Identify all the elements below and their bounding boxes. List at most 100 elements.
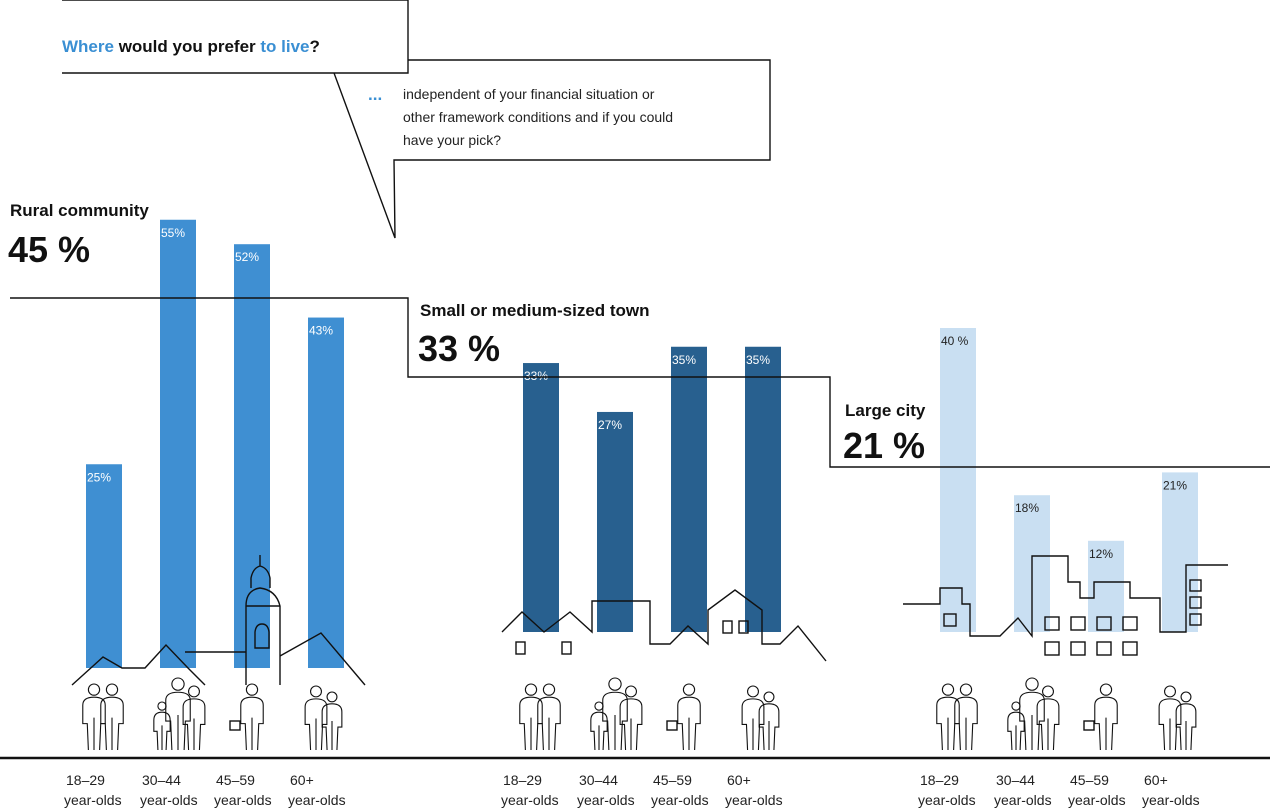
rural-person-4-1: [304, 685, 328, 751]
city-bars: 40 % 18% 12% 21%: [940, 328, 1198, 632]
city-age-range-2: 30–44: [996, 772, 1035, 788]
rural-hills: [71, 632, 366, 686]
city-bar-4: [1162, 472, 1198, 632]
town-person-3-1: [677, 683, 701, 751]
city-category-label: Large city: [845, 401, 926, 420]
city-skyline: [903, 555, 1228, 639]
city-office-window-5: [1044, 641, 1060, 656]
city-age-range-1: 18–29: [920, 772, 959, 788]
town-bar-label-3: 35%: [672, 353, 696, 367]
town-bar-4: [745, 346, 781, 632]
rural-age-range-4: 60+: [290, 772, 314, 788]
city-age-figures-1: [936, 683, 978, 751]
rural-landscape-illustration: [71, 555, 366, 686]
city-person-1-1: [936, 683, 960, 751]
city-age-range-4: 60+: [1144, 772, 1168, 788]
city-person-4-2: [1175, 691, 1197, 751]
city-age-suffix-2: year-olds: [994, 792, 1052, 808]
town-window-3: [722, 620, 733, 634]
rural-age-range-1: 18–29: [66, 772, 105, 788]
rural-person-4-2: [321, 691, 343, 751]
rural-people: [82, 677, 343, 751]
town-age-suffix-4: year-olds: [725, 792, 783, 808]
rural-person-1-1: [82, 683, 106, 751]
question-sub-line-2: other framework conditions and if you co…: [403, 109, 673, 125]
city-person-2-1: [1007, 701, 1025, 751]
town-window-4: [738, 620, 749, 634]
city-age-suffix-1: year-olds: [918, 792, 976, 808]
city-age-range-3: 45–59: [1070, 772, 1109, 788]
town-person-1-1: [519, 683, 543, 751]
town-person-4-2: [758, 691, 780, 751]
city-office-window-2: [1070, 616, 1086, 631]
town-age-figures-4: [741, 685, 780, 751]
town-bar-2: [597, 411, 633, 632]
town-age-figures-2: [590, 677, 643, 751]
rural-age-figures-3: [229, 683, 264, 751]
bars-layer: 25% 55% 52% 43% 33% 27% 35% 35% 40 % 18% 12% 21%: [86, 219, 1198, 668]
town-window-1: [515, 641, 526, 655]
rural-category-label: Rural community: [10, 201, 149, 220]
city-person-4-1: [1158, 685, 1182, 751]
city-bar-label-3: 12%: [1089, 547, 1113, 561]
town-person-1-2: [537, 683, 561, 751]
town-age-suffix-2: year-olds: [577, 792, 635, 808]
city-age-figures-4: [1158, 685, 1197, 751]
rural-bar-label-3: 52%: [235, 250, 259, 264]
rural-person-3-1: [240, 683, 264, 751]
rural-briefcase-icon: [229, 720, 241, 731]
city-bar-label-2: 18%: [1015, 501, 1039, 515]
rural-age-figures-1: [82, 683, 124, 751]
rural-total-percent: 45 %: [8, 229, 90, 270]
question-bubble-outline: [62, 0, 771, 239]
town-bars: 33% 27% 35% 35%: [523, 346, 781, 632]
town-person-2-1: [590, 701, 608, 751]
people-figures: [82, 677, 1197, 751]
town-window-2: [561, 641, 572, 655]
town-bar-1: [523, 363, 559, 632]
rural-age-suffix-1: year-olds: [64, 792, 122, 808]
city-office-windows: [1044, 579, 1202, 656]
city-tower-window-3: [1189, 613, 1202, 626]
rural-age-suffix-3: year-olds: [214, 792, 272, 808]
rural-bar-label-1: 25%: [87, 470, 111, 484]
city-age-labels: 18–29 year-olds 30–44 year-olds 45–59 year-ol…: [918, 772, 1200, 808]
town-person-4-1: [741, 685, 765, 751]
town-total-percent: 33 %: [418, 328, 500, 369]
city-briefcase-icon: [1083, 720, 1095, 731]
city-age-figures-2: [1007, 677, 1060, 751]
city-person-1-2: [954, 683, 978, 751]
rural-age-suffix-4: year-olds: [288, 792, 346, 808]
rural-person-2-2: [165, 677, 191, 751]
rural-age-suffix-2: year-olds: [140, 792, 198, 808]
city-office-window-1: [1044, 616, 1060, 631]
chapel-window: [254, 623, 270, 649]
city-bar-1: [940, 328, 976, 632]
city-office-window-8: [1122, 641, 1138, 656]
rural-bar-2: [160, 219, 196, 668]
question-sub-line-3: have your pick?: [403, 132, 501, 148]
town-category-label: Small or medium-sized town: [420, 301, 650, 320]
city-blocks-illustration: [903, 555, 1228, 656]
town-bar-label-1: 33%: [524, 369, 548, 383]
city-bar-label-1: 40 %: [941, 334, 969, 348]
rural-bar-4: [308, 317, 344, 668]
town-bar-label-4: 35%: [746, 353, 770, 367]
question-title: Where would you prefer to live?: [62, 37, 320, 56]
rural-person-2-3: [182, 685, 206, 751]
city-age-suffix-3: year-olds: [1068, 792, 1126, 808]
city-person-3-1: [1094, 683, 1118, 751]
city-people: [936, 677, 1197, 751]
city-age-figures-3: [1083, 683, 1118, 751]
town-age-figures-1: [519, 683, 561, 751]
town-age-suffix-1: year-olds: [501, 792, 559, 808]
town-skyline: [501, 589, 827, 662]
overall-share-step-line: [10, 297, 1270, 468]
age-group-labels: 18–29 year-olds 30–44 year-olds 45–59 year-ol…: [64, 772, 1200, 808]
town-age-range-2: 30–44: [579, 772, 618, 788]
rural-age-figures-2: [153, 677, 206, 751]
city-office-window-7: [1096, 641, 1112, 656]
city-person-2-3: [1036, 685, 1060, 751]
rural-bar-3: [234, 244, 270, 668]
